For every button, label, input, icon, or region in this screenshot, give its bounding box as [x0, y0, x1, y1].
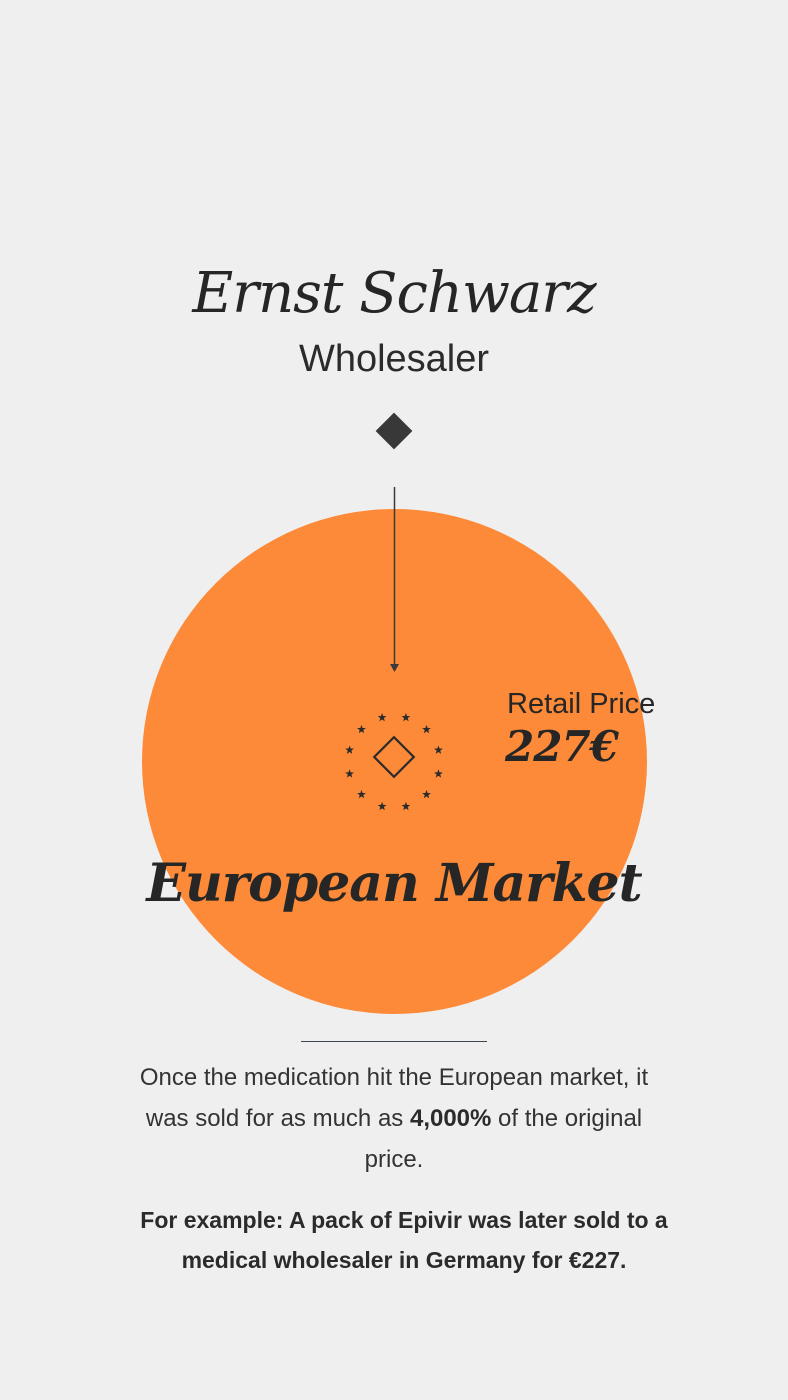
description-highlight: 4,000% — [409, 1105, 492, 1132]
example-text: For example: A pack of Epivir was later … — [140, 1207, 668, 1273]
star-icon — [422, 789, 431, 799]
person-name: Ernst Schwarz — [192, 261, 596, 326]
star-icon — [434, 745, 443, 754]
star-icon — [434, 769, 443, 778]
divider — [301, 1041, 487, 1042]
retail-price-value: 227€ — [505, 722, 619, 771]
eu-stars-icon — [345, 712, 443, 811]
star-icon — [357, 789, 366, 799]
description-part1: Once the medication hit the European mar… — [139, 1064, 649, 1132]
star-icon — [345, 769, 354, 778]
description-text: Once the medication hit the European mar… — [134, 1057, 654, 1180]
star-icon — [401, 712, 411, 722]
retail-price-label: Retail Price — [507, 688, 656, 720]
star-icon — [422, 724, 431, 734]
market-title: European Market — [146, 853, 642, 914]
star-icon — [345, 745, 354, 754]
star-icon — [357, 724, 366, 734]
arrowhead-icon — [390, 664, 399, 672]
star-icon — [401, 801, 411, 811]
description-part2: of the original price. — [364, 1105, 643, 1173]
person-role: Wholesaler — [298, 338, 490, 380]
star-icon — [377, 712, 387, 722]
star-icon — [377, 801, 387, 811]
outline-diamond-icon — [372, 735, 416, 779]
